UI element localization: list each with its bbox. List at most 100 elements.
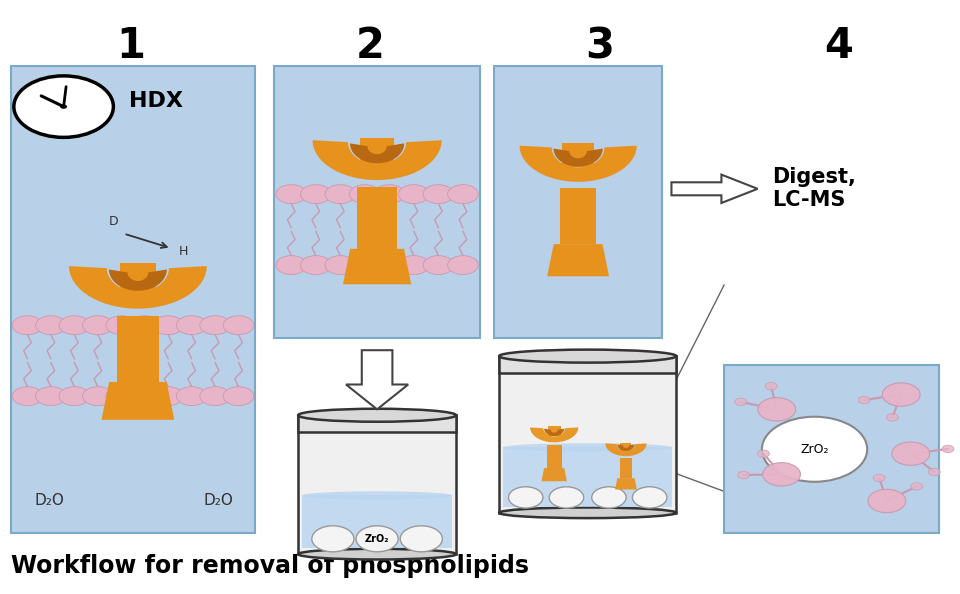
Circle shape [356, 526, 398, 552]
Circle shape [130, 387, 160, 406]
Text: D₂O: D₂O [35, 494, 64, 508]
Circle shape [106, 387, 136, 406]
Circle shape [60, 387, 89, 406]
Circle shape [762, 417, 867, 482]
Polygon shape [343, 249, 411, 285]
Polygon shape [313, 140, 442, 180]
Circle shape [374, 185, 405, 204]
Circle shape [591, 486, 626, 508]
Circle shape [398, 185, 429, 204]
Circle shape [868, 489, 905, 513]
Circle shape [762, 463, 801, 486]
Circle shape [12, 316, 43, 334]
Circle shape [447, 185, 478, 204]
Ellipse shape [299, 549, 456, 560]
Circle shape [36, 316, 66, 334]
Bar [548, 426, 561, 437]
Bar [561, 188, 596, 244]
Text: D₂O: D₂O [204, 494, 233, 508]
Circle shape [300, 185, 331, 204]
Circle shape [153, 387, 183, 406]
Circle shape [549, 486, 584, 508]
Bar [360, 138, 395, 164]
Polygon shape [544, 429, 564, 436]
Circle shape [177, 316, 207, 334]
Circle shape [130, 316, 160, 334]
Bar [620, 443, 632, 451]
Circle shape [60, 316, 89, 334]
Polygon shape [606, 443, 647, 456]
Ellipse shape [503, 443, 672, 451]
Circle shape [942, 446, 954, 453]
Ellipse shape [499, 350, 676, 362]
Bar [302, 495, 452, 548]
Polygon shape [69, 266, 206, 309]
Text: 1: 1 [116, 25, 145, 67]
Ellipse shape [302, 491, 452, 500]
Bar [299, 415, 456, 554]
Circle shape [882, 383, 920, 406]
Bar [499, 356, 676, 372]
Bar [119, 263, 156, 292]
Polygon shape [547, 244, 609, 276]
Bar [547, 445, 562, 468]
Polygon shape [617, 444, 635, 451]
Circle shape [734, 398, 747, 406]
Bar [503, 447, 672, 507]
Circle shape [886, 413, 899, 421]
FancyArrow shape [346, 350, 408, 409]
Bar [357, 187, 396, 249]
Text: HDX: HDX [129, 91, 182, 110]
Circle shape [276, 255, 306, 274]
Circle shape [153, 316, 183, 334]
Text: ZrO₂: ZrO₂ [365, 534, 390, 544]
Circle shape [325, 185, 355, 204]
Circle shape [224, 387, 253, 406]
Circle shape [911, 483, 923, 490]
Circle shape [757, 397, 796, 421]
Circle shape [60, 105, 67, 109]
Circle shape [374, 255, 405, 274]
Circle shape [276, 185, 306, 204]
Text: 2: 2 [355, 25, 384, 67]
Circle shape [633, 486, 667, 508]
Text: H: H [180, 245, 188, 258]
Text: Workflow for removal of phospholipids: Workflow for removal of phospholipids [11, 554, 529, 578]
Circle shape [423, 255, 454, 274]
Text: 3: 3 [586, 25, 614, 67]
Circle shape [892, 442, 929, 465]
Polygon shape [541, 468, 567, 481]
Bar [299, 415, 456, 432]
Polygon shape [530, 428, 578, 443]
Circle shape [400, 526, 443, 552]
Circle shape [447, 255, 478, 274]
Circle shape [325, 255, 355, 274]
Circle shape [177, 387, 207, 406]
Text: 4: 4 [825, 25, 853, 67]
Circle shape [874, 474, 885, 482]
Circle shape [312, 526, 354, 552]
Circle shape [36, 387, 66, 406]
Circle shape [349, 185, 380, 204]
Circle shape [224, 316, 253, 334]
Ellipse shape [499, 507, 676, 518]
Polygon shape [108, 270, 167, 290]
Circle shape [83, 387, 113, 406]
Circle shape [300, 255, 331, 274]
Bar [619, 459, 633, 478]
Text: D: D [109, 214, 119, 228]
Circle shape [200, 387, 230, 406]
Text: Digest,
LC-MS: Digest, LC-MS [772, 167, 855, 210]
FancyBboxPatch shape [275, 67, 480, 339]
FancyBboxPatch shape [494, 67, 661, 339]
Circle shape [106, 316, 136, 334]
Polygon shape [102, 382, 175, 420]
Circle shape [765, 383, 778, 390]
Circle shape [509, 486, 543, 508]
Circle shape [757, 450, 769, 457]
Circle shape [737, 471, 750, 479]
Polygon shape [519, 146, 636, 182]
Circle shape [13, 76, 113, 137]
Bar [563, 143, 593, 168]
Circle shape [928, 469, 940, 476]
